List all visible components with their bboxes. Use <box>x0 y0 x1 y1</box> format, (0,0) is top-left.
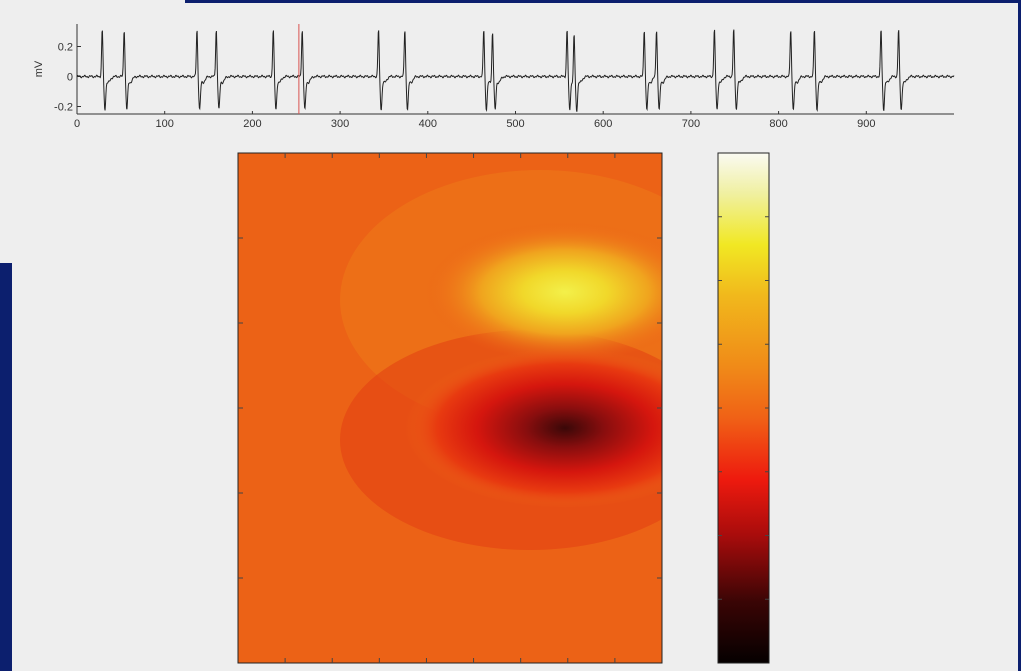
ecg-y-tick-label: 0 <box>67 72 73 84</box>
ecg-x-tick-label: 600 <box>594 118 612 130</box>
colorbar-fill <box>718 153 769 663</box>
ecg-x-tick-label: 500 <box>506 118 524 130</box>
slide-border-right <box>1018 0 1021 671</box>
ecg-trace <box>76 29 955 113</box>
ecg-x-tick-label: 300 <box>331 118 349 130</box>
ecg-x-tick-label: 700 <box>682 118 700 130</box>
ecg-x-tick-label: 0 <box>74 118 80 130</box>
ecg-x-tick-label: 900 <box>857 118 875 130</box>
heatmap-ticks <box>238 153 662 663</box>
colorbar <box>717 152 770 664</box>
slide-background-left <box>0 263 12 671</box>
heatmap-plot <box>237 152 663 664</box>
ecg-y-tick-label: -0.2 <box>54 102 73 114</box>
ecg-x-tick-label: 200 <box>243 118 261 130</box>
heatmap-trough <box>405 348 662 508</box>
ecg-x-tick-label: 400 <box>419 118 437 130</box>
ecg-y-tick-label: 0.2 <box>58 42 73 54</box>
colorbar-ticks <box>718 216 769 600</box>
ecg-x-tick-label: 100 <box>156 118 174 130</box>
slide-border-top <box>185 0 1021 3</box>
slide-background-top <box>0 0 185 14</box>
ecg-y-axis-label: mV <box>33 60 45 77</box>
heatmap-peak <box>425 222 662 362</box>
ecg-x-tick-label: 800 <box>769 118 787 130</box>
